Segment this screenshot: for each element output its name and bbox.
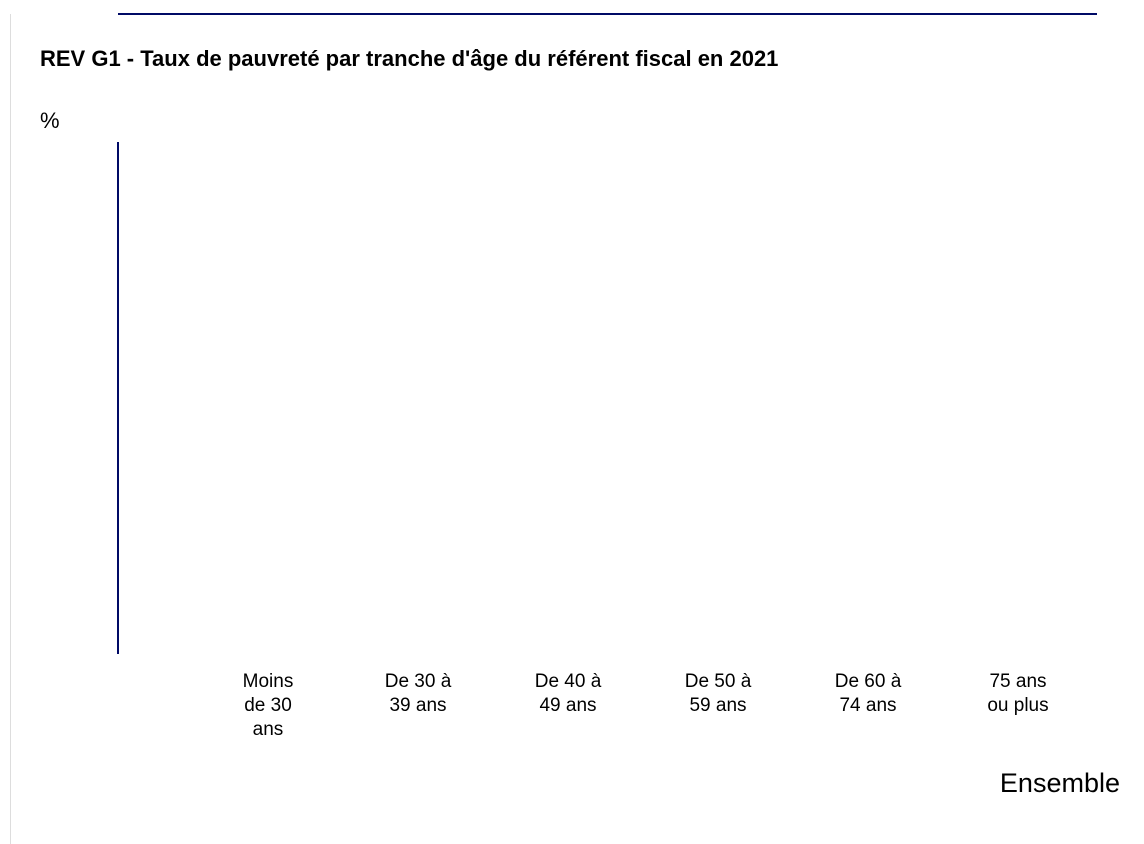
y-axis xyxy=(117,142,119,654)
x-tick-label: De 30 à 39 ans xyxy=(384,671,452,716)
x-tick-label: De 50 à 59 ans xyxy=(684,671,752,716)
chart-title: REV G1 - Taux de pauvreté par tranche d'… xyxy=(40,46,779,71)
left-border xyxy=(10,14,11,844)
x-tick-label: De 40 à 49 ans xyxy=(534,671,602,716)
legend-entry: Ensemble xyxy=(999,768,1120,798)
x-tick-label: 75 ans ou plus xyxy=(987,671,1049,716)
x-tick-label: De 60 à 74 ans xyxy=(834,671,902,716)
y-axis-label: % xyxy=(40,108,60,133)
x-tick-label: Moins de 30 ans xyxy=(242,671,294,740)
plot-area xyxy=(119,142,1097,654)
top-rule xyxy=(118,13,1097,15)
